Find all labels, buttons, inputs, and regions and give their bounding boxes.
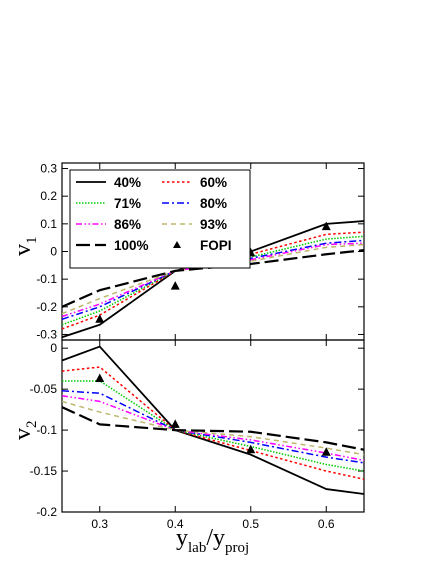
x-axis-title-sub1: lab [188, 540, 206, 556]
legend-label: 100% [114, 238, 149, 253]
v1-fopi-marker [95, 314, 105, 323]
v2-y-tick-label: 0 [50, 341, 57, 355]
v2-y-tick-label: -0.1 [36, 423, 57, 437]
legend-label: 86% [114, 217, 141, 232]
v1-axis-title-sub: 1 [24, 237, 40, 245]
v2-fopi-marker [170, 419, 180, 428]
v2-series-40pct [62, 345, 364, 495]
v2-fopi-marker [321, 447, 331, 456]
v1-axis-title-main: v [10, 244, 36, 256]
x-tick-label: 0.4 [167, 517, 184, 531]
v2-axis-title-main: v [10, 428, 36, 440]
legend-label: 60% [200, 175, 227, 190]
x-tick-label: 0.6 [318, 517, 335, 531]
legend-fopi-marker [173, 241, 181, 248]
v1-fopi-marker [170, 281, 180, 290]
x-axis-title: ylab/yproj [176, 525, 249, 556]
v1-series-71pct [62, 235, 364, 326]
legend-box [69, 169, 251, 269]
v1-y-tick-label: 0.3 [40, 162, 57, 176]
svg-text:ylab/yproj: ylab/yproj [176, 525, 249, 556]
v2-series-86pct [62, 394, 364, 462]
v1-y-tick-label: 0.2 [40, 189, 57, 203]
svg-text:v1: v1 [10, 237, 40, 257]
v1-y-tick-label: -0.1 [36, 272, 57, 286]
v1-axis-title: v1 [10, 237, 40, 257]
x-axis-title-sub2: proj [225, 540, 249, 556]
legend-label: 71% [114, 196, 141, 211]
v1-y-tick-label: -0.3 [36, 327, 57, 341]
v2-axis-title-sub: 2 [24, 421, 40, 429]
legend-label: 80% [200, 196, 227, 211]
v2-y-tick-label: -0.05 [30, 382, 58, 396]
svg-text:v2: v2 [10, 421, 40, 441]
v2-axis-title: v2 [10, 421, 40, 441]
v2-fopi-marker [95, 373, 105, 382]
v2-plot-frame [61, 339, 365, 513]
x-axis-title-main: y [176, 525, 188, 551]
legend: 40% 60% 71% 80% 86% 93% 100% FOPI [69, 169, 251, 269]
v2-series-group [62, 345, 364, 495]
v2-series-100pct [62, 406, 364, 451]
v1-y-tick-label: -0.2 [36, 300, 57, 314]
v2-series-60pct [62, 366, 364, 480]
v2-series-71pct [62, 380, 364, 472]
v1-y-tick-label: 0 [50, 245, 57, 259]
v2-series-80pct [62, 390, 364, 464]
legend-label: FOPI [200, 238, 232, 253]
v2-y-tick-label: -0.2 [36, 505, 57, 519]
x-tick-label: 0.3 [91, 517, 108, 531]
v2-fopi-marker [246, 444, 256, 454]
v1-y-tick-label: 0.1 [40, 217, 57, 231]
legend-label: 40% [114, 175, 141, 190]
v1-series-86pct [62, 242, 364, 318]
v1-series-93pct [62, 243, 364, 315]
v2-panel: -0.2 -0.15 -0.1 -0.05 0 0.3 0.4 0.5 0.6 [30, 339, 365, 531]
v1-fopi-marker [321, 221, 331, 231]
v2-series-93pct [62, 400, 364, 456]
x-tick-label: 0.5 [242, 517, 259, 531]
v2-y-tick-label: -0.15 [30, 464, 58, 478]
legend-label: 93% [200, 217, 227, 232]
x-axis-title-mid: /y [206, 525, 225, 551]
